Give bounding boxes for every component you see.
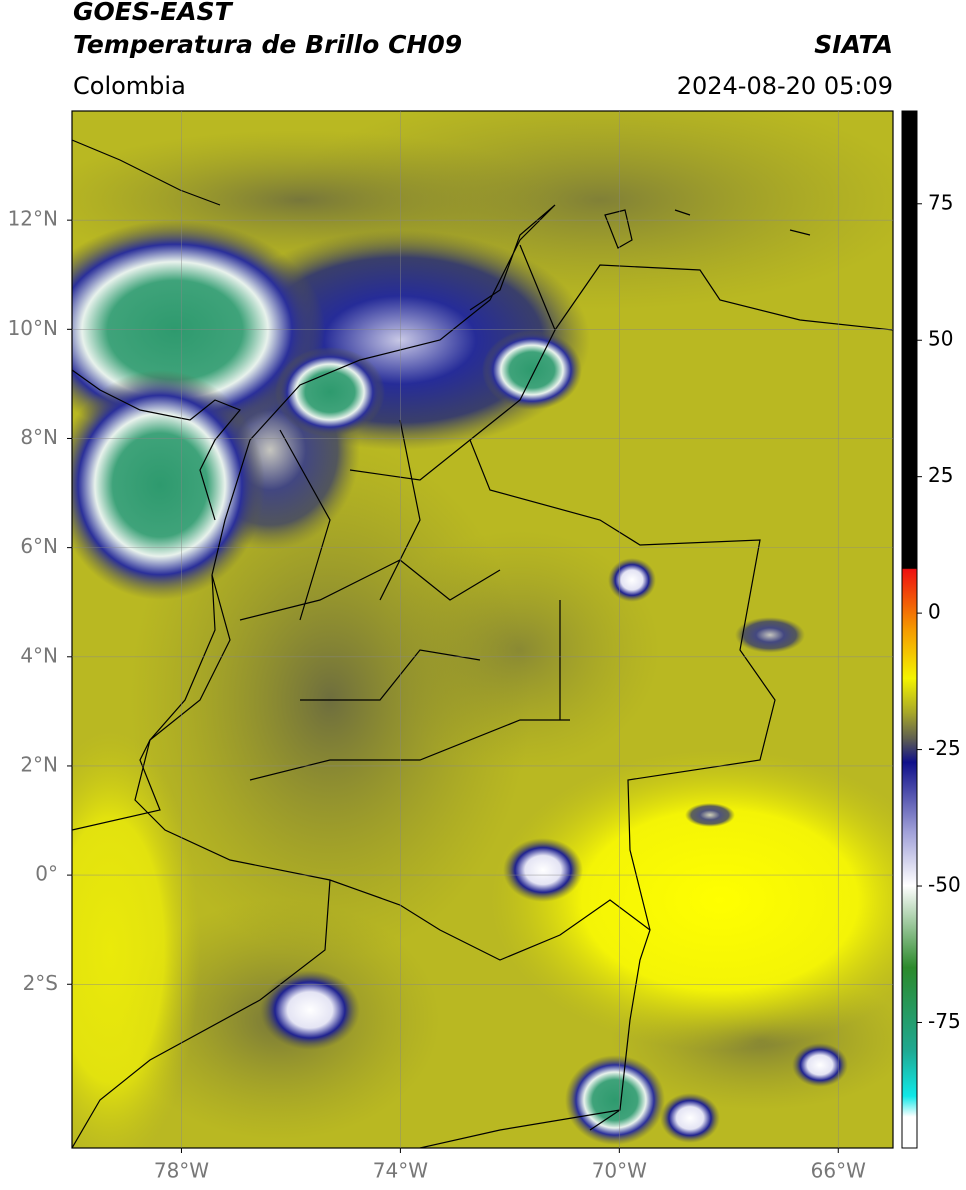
colorbar-tick-label: 25 [928,463,953,487]
colorbar [901,110,918,1149]
satellite-image [72,111,893,1148]
y-tick-label: 2°N [20,752,58,776]
datetime: 2024-08-20 05:09 [677,72,893,100]
x-tick-label: 66°W [811,1159,866,1183]
y-tick-label: 12°N [8,207,58,231]
y-tick-label: 10°N [8,316,58,340]
colorbar-tick-label: 75 [928,190,953,214]
map-frame [71,110,894,1149]
y-tick-label: 6°N [20,534,58,558]
title: GOES-EAST [73,0,234,26]
region: Colombia [73,72,186,100]
x-tick-label: 74°W [373,1159,428,1183]
colorbar-tick-label: -25 [928,736,961,760]
colorbar-tick-label: 50 [928,327,953,351]
x-tick-label: 70°W [592,1159,647,1183]
y-tick-label: 0° [35,862,58,886]
subtitle: Temperatura de Brillo CH09 [73,30,462,59]
grid [72,111,893,1148]
colorbar-tick-label: 0 [928,600,941,624]
x-tick-label: 78°W [154,1159,209,1183]
y-tick-label: 4°N [20,643,58,667]
source: SIATA [814,30,893,59]
ticks: 78°W 74°W 70°W 66°W 12°N 10°N 8°N 6°N 4°N 2°N 0° 2°… [8,190,961,1182]
colorbar-tick-label: -75 [928,1009,961,1033]
colorbar-tick-label: -50 [928,873,961,897]
y-tick-label: 2°S [23,971,58,995]
y-tick-label: 8°N [20,425,58,449]
